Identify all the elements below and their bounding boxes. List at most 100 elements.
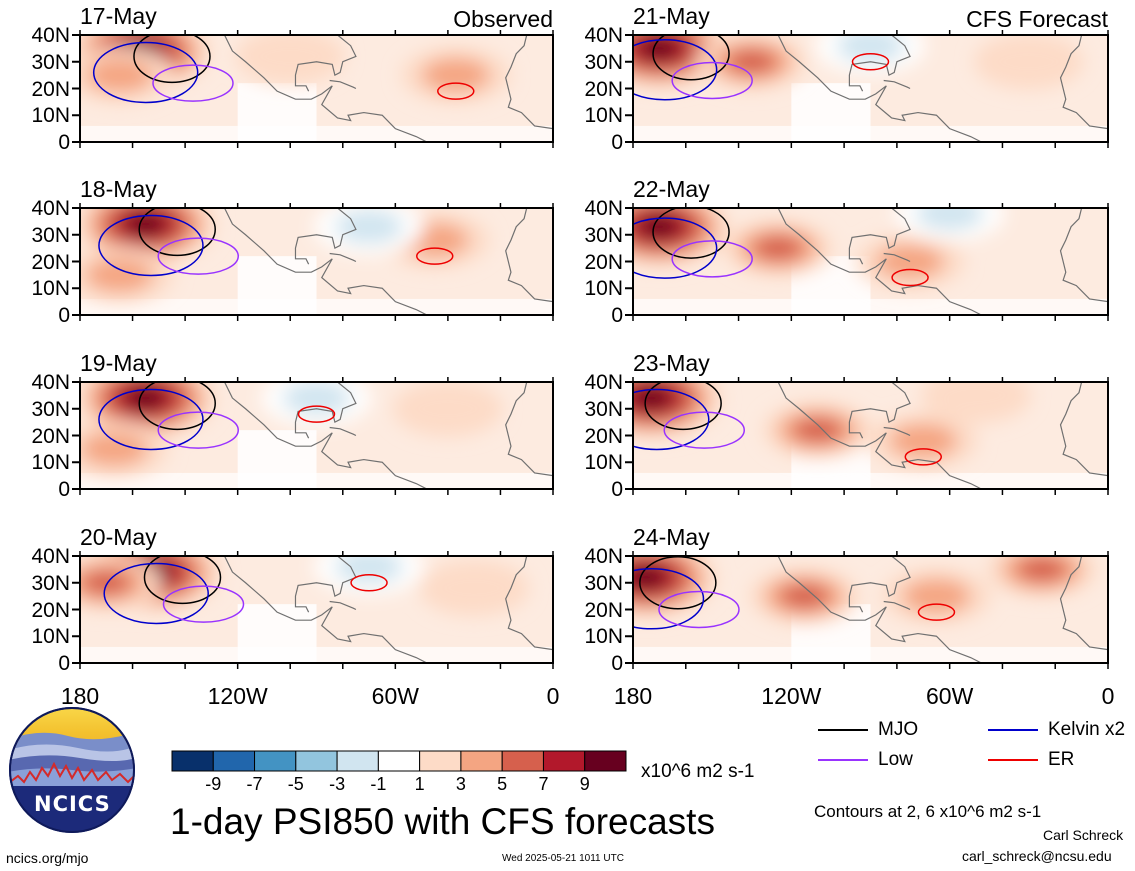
- y-tick-label: 10N: [31, 451, 70, 475]
- colorbar-unit: x10^6 m2 s-1: [641, 761, 755, 782]
- coastline-0: [223, 556, 428, 663]
- y-tick-label: 20N: [31, 250, 70, 274]
- coastline-3: [1059, 382, 1108, 477]
- coastline-0: [223, 382, 428, 489]
- colorbar-label: -3: [329, 774, 346, 794]
- colorbar-segment: [460, 750, 503, 772]
- author-name: Carl Schreck: [1043, 827, 1124, 843]
- coastline-2: [883, 252, 911, 263]
- coastline-0: [777, 382, 982, 489]
- colorbar-label: 7: [538, 774, 549, 794]
- mjo-contour: [138, 382, 216, 431]
- y-tick-label: 40N: [31, 371, 70, 394]
- map-panel-20-May: [72, 551, 554, 669]
- y-tick-label: 30N: [31, 50, 70, 74]
- coastline-3: [505, 208, 553, 303]
- map-panel-22-May: [625, 203, 1109, 321]
- kelvin-contour: [633, 388, 710, 451]
- coastline-2: [883, 600, 911, 611]
- y-tick-label: 0: [58, 304, 70, 327]
- y-tick-label: 20N: [584, 77, 623, 101]
- anomaly-center-2: [282, 382, 351, 416]
- colorbar-segment: [212, 750, 256, 772]
- anomaly-center-3: [973, 35, 1084, 90]
- low-contour: [152, 64, 234, 102]
- y-tick-label: 0: [611, 131, 623, 154]
- colorbar-segment: [254, 750, 297, 772]
- y-tick-label: 20N: [584, 250, 623, 274]
- anomaly-center-3: [392, 382, 503, 437]
- anomaly-center-0: [633, 565, 667, 589]
- y-tick-label: 40N: [584, 24, 623, 47]
- anomaly-center-0: [639, 215, 680, 239]
- panel-date-label: 20-May: [80, 524, 157, 550]
- anomaly-center-2: [836, 35, 905, 63]
- coastline-2: [329, 79, 357, 90]
- anomaly-center-2: [335, 556, 403, 584]
- low-contour: [671, 61, 753, 100]
- panel-date-label: 24-May: [633, 524, 710, 550]
- y-tick-label: 20N: [31, 598, 70, 622]
- panel-tag-label: Observed: [453, 6, 553, 32]
- coastline-3: [505, 35, 553, 130]
- y-tick-label: 0: [611, 478, 623, 501]
- map-panel-23-May: [625, 377, 1109, 495]
- y-tick-label: 20N: [584, 598, 623, 622]
- coastline-2: [883, 79, 911, 90]
- coastline-3: [1059, 35, 1108, 130]
- coastline-0: [777, 208, 982, 315]
- coastline-3: [1059, 556, 1108, 651]
- er-contour: [904, 448, 943, 466]
- y-tick-label: 20N: [31, 424, 70, 448]
- anomaly-center-2: [876, 244, 944, 279]
- anomaly-center-3: [235, 35, 346, 85]
- y-tick-label: 40N: [584, 545, 623, 568]
- y-tick-label: 40N: [31, 197, 70, 220]
- anomaly-center-2: [889, 423, 958, 459]
- x-tick-label: 60W: [371, 683, 419, 709]
- legend-label: Kelvin x2: [1048, 719, 1126, 740]
- colorbar-segment: [171, 750, 214, 772]
- author-email: carl_schreck@ncsu.edu: [962, 848, 1112, 864]
- coastline-1: [848, 382, 911, 439]
- kelvin-contour: [103, 562, 209, 625]
- y-tick-label: 10N: [31, 277, 70, 301]
- panel-tag-label: CFS Forecast: [966, 6, 1108, 32]
- er-contour: [350, 574, 388, 592]
- coastline-2: [329, 252, 357, 263]
- colorbar-segment: [542, 750, 586, 772]
- kelvin-contour: [98, 214, 204, 277]
- map-panel-24-May: [625, 551, 1109, 669]
- coastline-2: [329, 426, 357, 437]
- mjo-contour: [143, 556, 222, 605]
- x-tick-label: 0: [546, 683, 560, 709]
- x-tick-label: 60W: [926, 683, 974, 709]
- coastline-0: [777, 35, 982, 142]
- y-tick-label: 10N: [31, 104, 70, 128]
- kelvin-contour: [92, 41, 199, 104]
- kelvin-contour: [633, 217, 718, 279]
- x-tick-label: 180: [60, 683, 100, 709]
- anomaly-center-0: [125, 212, 166, 236]
- y-tick-label: 10N: [31, 625, 70, 649]
- anomaly-center-1: [80, 431, 149, 467]
- kelvin-contour: [633, 39, 718, 101]
- y-tick-label: 40N: [584, 371, 623, 394]
- site-link[interactable]: ncics.org/mjo: [6, 850, 89, 866]
- coastline-1: [294, 208, 357, 265]
- low-contour: [157, 411, 239, 449]
- colorbar-label: -5: [287, 774, 304, 794]
- y-tick-label: 30N: [31, 571, 70, 595]
- anomaly-center-3: [1017, 556, 1067, 582]
- coastline-2: [329, 600, 357, 611]
- y-tick-label: 10N: [584, 451, 623, 475]
- colorbar-segment: [501, 750, 544, 772]
- y-tick-label: 0: [611, 652, 623, 675]
- coastline-3: [1059, 208, 1108, 303]
- anomaly-center-3: [915, 208, 984, 231]
- panel-date-label: 17-May: [80, 3, 157, 29]
- y-tick-label: 30N: [31, 397, 70, 421]
- low-contour: [157, 237, 239, 275]
- y-tick-label: 30N: [584, 571, 623, 595]
- timestamp: Wed 2025-05-21 1011 UTC: [502, 853, 624, 864]
